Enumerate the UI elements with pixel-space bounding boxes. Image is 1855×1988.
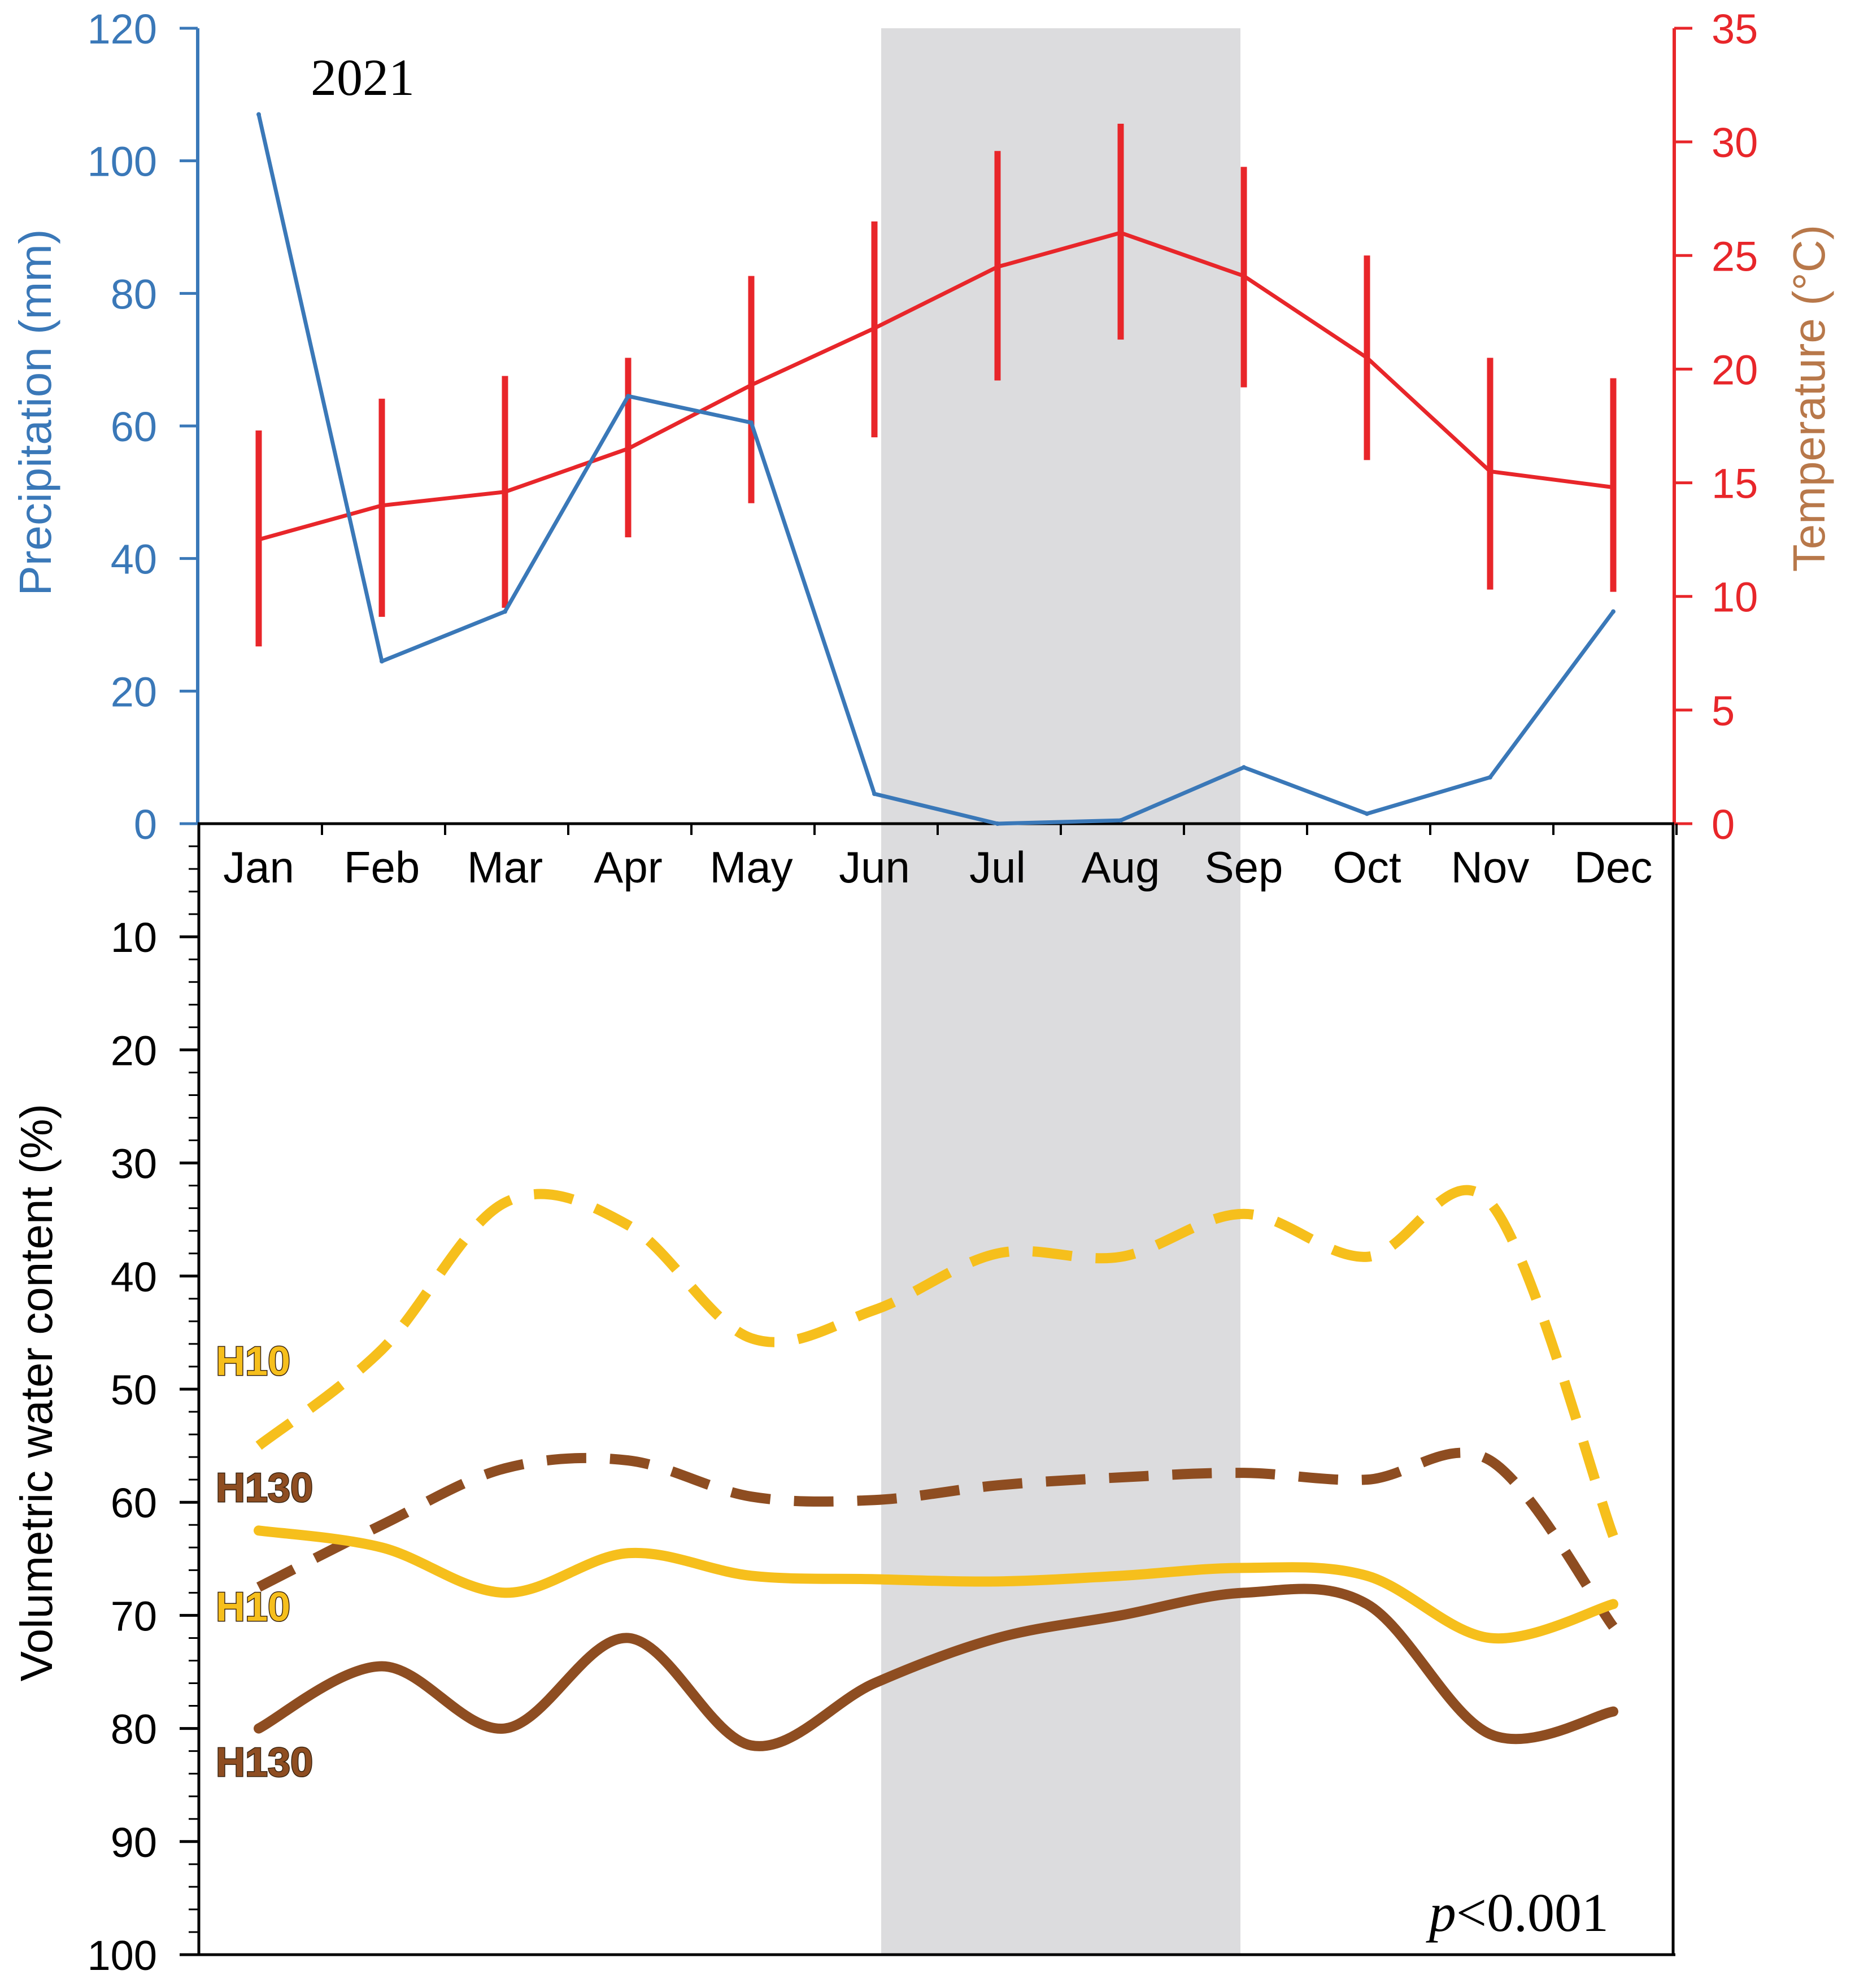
vwc-tick-label-40: 40 bbox=[111, 1254, 157, 1300]
month-label-jan: Jan bbox=[223, 842, 294, 892]
temp-tick-label-10: 10 bbox=[1712, 574, 1758, 621]
vwc-label-h10-dashed: H10 bbox=[216, 1339, 290, 1384]
precip-tick-label-80: 80 bbox=[111, 271, 157, 317]
temperature-point-dec bbox=[1611, 485, 1615, 490]
precipitation-point-nov bbox=[1488, 775, 1492, 780]
year-label: 2021 bbox=[311, 49, 415, 106]
precipitation-point-feb bbox=[380, 659, 384, 664]
month-labels: Jan Feb Mar Apr May Jun Jul Aug Sep Oct Nov Dec bbox=[223, 842, 1652, 892]
month-label-jul: Jul bbox=[969, 842, 1026, 892]
vwc-label-h130-dashed: H130 bbox=[216, 1465, 313, 1511]
temperature-point-jun bbox=[872, 326, 877, 331]
month-label-mar: Mar bbox=[467, 842, 543, 892]
temperature-point-may bbox=[749, 382, 754, 388]
temperature-point-jul bbox=[995, 264, 1000, 269]
precipitation-point-aug bbox=[1118, 818, 1123, 823]
vwc-tick-labels: 10 20 30 40 50 60 70 80 90 100 bbox=[88, 914, 157, 1979]
vwc-label-h130-solid: H130 bbox=[216, 1740, 313, 1785]
vwc-tick-label-30: 30 bbox=[111, 1141, 157, 1187]
precipitation-point-dec bbox=[1611, 609, 1615, 614]
vwc-axis-title: Volumetric water content (%) bbox=[11, 1104, 62, 1682]
vwc-series bbox=[254, 1185, 1618, 1751]
precip-tick-label-100: 100 bbox=[88, 138, 157, 185]
vwc-tick-label-70: 70 bbox=[111, 1593, 157, 1639]
temp-tick-label-5: 5 bbox=[1712, 688, 1735, 734]
temp-tick-label-35: 35 bbox=[1712, 6, 1758, 53]
temp-tick-label-25: 25 bbox=[1712, 233, 1758, 280]
month-label-may: May bbox=[709, 842, 792, 892]
temperature-tick-labels: 0 5 10 15 20 25 30 35 bbox=[1712, 6, 1758, 848]
vwc-h10-solid-line bbox=[254, 1525, 1618, 1644]
vwc-tick-label-80: 80 bbox=[111, 1706, 157, 1753]
precipitation-axis-title: Precipitation (mm) bbox=[10, 229, 60, 595]
temp-tick-label-20: 20 bbox=[1712, 346, 1758, 393]
precipitation-point-jul bbox=[995, 821, 1000, 826]
precip-tick-label-120: 120 bbox=[88, 6, 157, 53]
temperature-series bbox=[255, 123, 1617, 647]
temperature-point-oct bbox=[1365, 355, 1369, 360]
temperature-point-nov bbox=[1488, 469, 1492, 474]
temp-tick-label-15: 15 bbox=[1712, 460, 1758, 507]
month-label-jun: Jun bbox=[839, 842, 910, 892]
vwc-h10-dashed-line bbox=[255, 1185, 1618, 1538]
axis-ticks bbox=[180, 27, 1692, 1956]
precipitation-line bbox=[256, 114, 1615, 826]
precipitation-point-jun bbox=[872, 791, 877, 797]
precip-tick-label-20: 20 bbox=[111, 668, 157, 715]
temperature-point-aug bbox=[1118, 230, 1123, 236]
precipitation-point-jan bbox=[256, 112, 261, 117]
precipitation-point-oct bbox=[1365, 811, 1369, 816]
vwc-tick-label-10: 10 bbox=[111, 914, 157, 961]
p-value-annotation: p<0.001 bbox=[1426, 1882, 1609, 1943]
precipitation-series bbox=[256, 112, 1615, 826]
precipitation-point-sep bbox=[1242, 765, 1246, 770]
month-label-dec: Dec bbox=[1574, 842, 1653, 892]
month-label-aug: Aug bbox=[1082, 842, 1160, 892]
temp-tick-label-30: 30 bbox=[1712, 119, 1758, 166]
vwc-series-labels: H10 H130 H10 H130 bbox=[215, 1338, 314, 1786]
precipitation-tick-labels: 0 20 40 60 80 100 120 bbox=[88, 6, 157, 848]
month-label-feb: Feb bbox=[344, 842, 420, 892]
vwc-tick-label-50: 50 bbox=[111, 1367, 157, 1413]
vwc-label-h10-solid: H10 bbox=[216, 1585, 290, 1630]
temp-tick-label-0: 0 bbox=[1712, 801, 1735, 848]
temperature-point-jan bbox=[256, 537, 261, 542]
shaded-period bbox=[881, 28, 1240, 1955]
temperature-point-feb bbox=[380, 503, 384, 508]
precipitation-point-mar bbox=[503, 609, 507, 614]
precipitation-point-may bbox=[749, 420, 754, 425]
vwc-tick-label-60: 60 bbox=[111, 1480, 157, 1526]
precipitation-point-apr bbox=[626, 394, 630, 399]
vwc-tick-label-100: 100 bbox=[88, 1932, 157, 1979]
temperature-point-mar bbox=[503, 489, 507, 494]
temperature-point-apr bbox=[626, 446, 630, 451]
month-label-nov: Nov bbox=[1451, 842, 1530, 892]
temperature-axis-title: Temperature (°C) bbox=[1784, 225, 1834, 572]
month-label-sep: Sep bbox=[1205, 842, 1283, 892]
precip-tick-label-0: 0 bbox=[134, 801, 157, 848]
precip-tick-label-40: 40 bbox=[111, 536, 157, 583]
precip-tick-label-60: 60 bbox=[111, 403, 157, 450]
vwc-tick-label-20: 20 bbox=[111, 1027, 157, 1074]
temperature-point-sep bbox=[1242, 273, 1246, 279]
vwc-h130-solid-line bbox=[254, 1584, 1618, 1751]
temperature-line bbox=[258, 230, 1614, 542]
vwc-h130-dashed-line bbox=[256, 1447, 1618, 1630]
month-label-oct: Oct bbox=[1333, 842, 1401, 892]
vwc-tick-label-90: 90 bbox=[111, 1819, 157, 1866]
month-label-apr: Apr bbox=[594, 842, 662, 892]
